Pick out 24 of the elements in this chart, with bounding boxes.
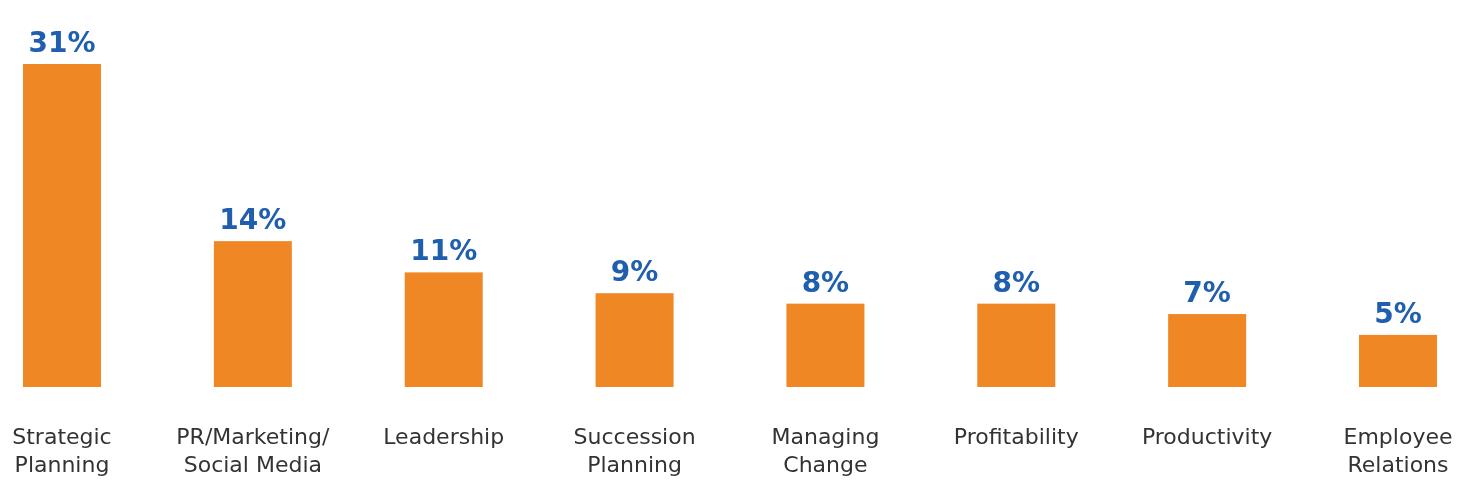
- data-label: 7%: [1183, 276, 1231, 310]
- x-tick-label: Employee Relations: [1343, 424, 1453, 477]
- data-label: 31%: [28, 26, 96, 59]
- data-label: 8%: [801, 265, 850, 299]
- bar: [1359, 334, 1437, 387]
- data-label: 9%: [610, 255, 659, 289]
- bar: [23, 64, 101, 387]
- x-tick-label: Succession Planning: [573, 424, 696, 477]
- x-tick-label: Profitability: [953, 424, 1079, 449]
- x-tick-label: Productivity: [1141, 424, 1273, 449]
- bar: [595, 293, 674, 387]
- x-tick-label: PR/Marketing/Social Media: [176, 424, 330, 477]
- x-tick-label: Leadership: [383, 424, 505, 449]
- data-label: 11%: [410, 234, 478, 268]
- bar: [1168, 314, 1247, 387]
- bar: [213, 241, 292, 387]
- bar: [977, 303, 1056, 387]
- x-tick-label: Strategic Planning: [12, 424, 112, 477]
- data-label: 5%: [1374, 296, 1422, 330]
- data-label: 14%: [219, 203, 287, 237]
- data-label: 8%: [992, 265, 1041, 299]
- bar: [404, 272, 483, 387]
- bar: [786, 303, 865, 387]
- x-tick-label: Managing Change: [771, 424, 880, 477]
